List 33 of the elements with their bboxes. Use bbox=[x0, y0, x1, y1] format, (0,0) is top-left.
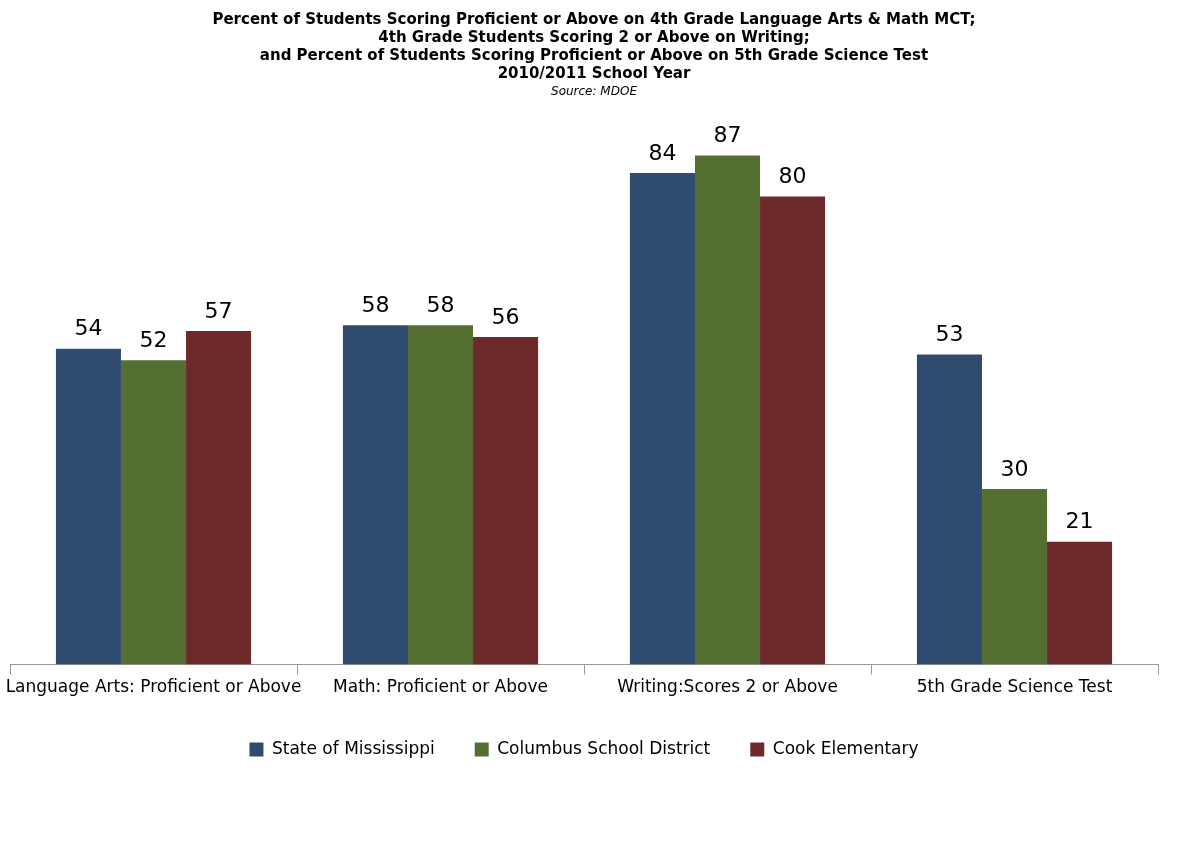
bar bbox=[186, 331, 252, 665]
data-label: 52 bbox=[139, 327, 168, 353]
bar bbox=[629, 173, 695, 665]
data-label: 87 bbox=[713, 122, 742, 148]
chart-title: Percent of Students Scoring Proficient or Above on 4th Grade Language Arts & Math MCT; 4th Grade Students Scoring 2 or Above on Writing; and Percent of Students Scoring Proficient or Above on 5th Grade Science Test 2010/2011 School Year bbox=[211, 10, 977, 82]
bar bbox=[916, 354, 982, 665]
legend-label: Columbus School District bbox=[497, 737, 711, 758]
data-label: 21 bbox=[1065, 508, 1094, 534]
legend-label: Cook Elementary bbox=[772, 737, 919, 758]
bar bbox=[342, 325, 408, 665]
data-label: 57 bbox=[204, 297, 233, 323]
bar bbox=[407, 325, 474, 665]
source-note: Source: MDOE bbox=[550, 84, 638, 98]
data-label: 84 bbox=[648, 139, 677, 165]
x-tick-label: Writing:Scores 2 or Above bbox=[617, 676, 838, 697]
legend-label: State of Mississippi bbox=[271, 737, 435, 758]
x-tick-label: Math: Proficient or Above bbox=[333, 676, 548, 697]
bar bbox=[760, 196, 826, 665]
bar bbox=[1047, 541, 1113, 665]
data-label: 80 bbox=[778, 163, 807, 189]
bar bbox=[981, 489, 1048, 665]
bar bbox=[120, 360, 187, 665]
data-label: 58 bbox=[361, 291, 390, 317]
data-label: 54 bbox=[74, 315, 103, 341]
data-label: 58 bbox=[426, 291, 455, 317]
data-label: 56 bbox=[491, 303, 520, 329]
data-label: 53 bbox=[935, 321, 964, 347]
bar bbox=[473, 336, 539, 665]
bar bbox=[694, 155, 761, 665]
data-label: 30 bbox=[1000, 455, 1029, 481]
bar bbox=[55, 348, 121, 665]
x-tick-label: Language Arts: Proficient or Above bbox=[5, 676, 302, 697]
x-tick-label: 5th Grade Science Test bbox=[916, 676, 1113, 697]
